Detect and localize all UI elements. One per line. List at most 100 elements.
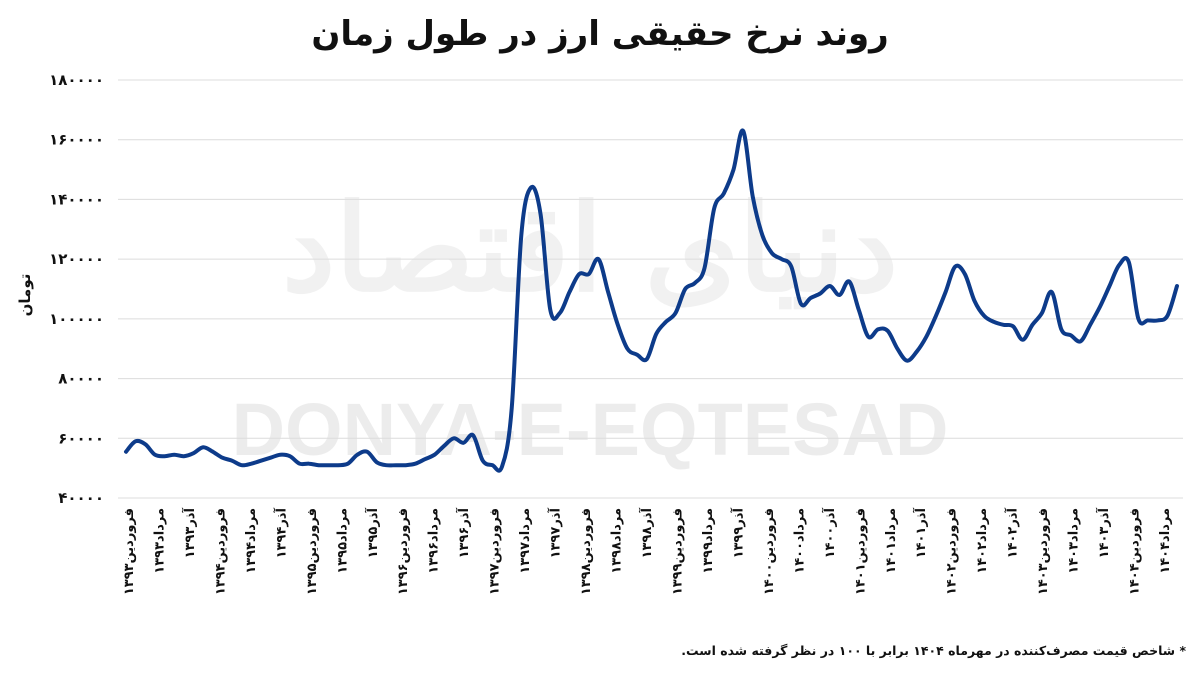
x-tick-label: فروردین۱۴۰۳ [1036,508,1051,595]
data-point [857,308,860,311]
data-point [558,311,561,314]
data-point [1050,291,1053,294]
data-point [1147,319,1150,322]
data-point [1127,261,1130,264]
x-tick-label: مرداد۱۳۹۸ [610,508,625,574]
x-tick-label: مرداد۱۳۹۳ [153,508,168,574]
data-point [501,465,504,468]
data-point [732,168,735,171]
data-point [742,129,745,132]
data-point [568,291,571,294]
data-point [125,450,128,453]
data-point [530,186,533,189]
data-point [906,359,909,362]
x-tick-label: مرداد۱۴۰۱ [884,508,899,574]
data-point [423,458,426,461]
data-point [385,464,388,467]
data-point [192,452,195,455]
data-point [703,267,706,270]
data-point [163,455,166,458]
data-point [1079,340,1082,343]
data-point [626,347,629,350]
y-axis-label: تومان [16,274,34,317]
x-tick-label: فروردین۱۳۹۵ [305,508,320,595]
data-point [308,462,311,465]
data-point [231,459,234,462]
data-point [1137,317,1140,320]
data-point [809,297,812,300]
data-point [713,207,716,210]
gridlines [118,79,1183,499]
data-point [510,407,513,410]
x-tick-label: مرداد۱۳۹۶ [427,508,442,574]
x-tick-label: فروردین۱۴۰۰ [762,508,777,595]
data-point [337,464,340,467]
data-point [886,329,889,332]
data-point [520,234,523,237]
x-tick-label: فروردین۱۳۹۴ [213,508,228,595]
data-point [414,462,417,465]
data-point [240,464,243,467]
watermark: دنیای اقتصاد DONYA-E-EQTESAD [232,178,949,471]
x-tick-label: آذر۱۳۹۷ [547,507,564,558]
data-point [1089,323,1092,326]
x-tick-label: مرداد۱۳۹۴ [244,508,259,574]
data-point [992,320,995,323]
data-point [327,464,330,467]
x-tick-label: فروردین۱۴۰۴ [1128,508,1143,595]
data-point [1166,314,1169,317]
y-tick-label: ۱۲۰۰۰۰ [49,250,104,268]
data-point [1156,319,1159,322]
data-point [279,453,282,456]
data-point [173,453,176,456]
data-point [549,308,552,311]
data-point [346,462,349,465]
data-point [153,453,156,456]
data-point [790,265,793,268]
x-tick-label: آذر۱۳۹۸ [638,507,655,558]
data-point [674,311,677,314]
x-tick-label: فروردین۱۳۹۳ [122,508,137,595]
data-point [915,350,918,353]
x-tick-label: فروردین۱۳۹۷ [488,508,503,595]
data-point [443,444,446,447]
data-point [607,291,610,294]
data-point [182,455,185,458]
data-point [366,450,369,453]
data-point [452,437,455,440]
data-point [211,450,214,453]
data-point [925,335,928,338]
data-point [356,453,359,456]
y-tick-label: ۸۰۰۰۰ [58,370,104,388]
y-tick-label: ۴۰۰۰۰ [58,489,104,507]
data-point [819,292,822,295]
x-tick-label: مرداد۱۳۹۹ [701,508,716,574]
watermark-english: DONYA-E-EQTESAD [232,388,949,471]
data-point [578,273,581,276]
x-tick-label: فروردین۱۴۰۲ [945,508,960,595]
x-tick-label: مرداد۱۴۰۴ [1158,508,1173,574]
x-tick-label: مرداد۱۳۹۵ [335,508,350,574]
data-point [665,320,668,323]
data-point [693,282,696,285]
data-point [944,291,947,294]
y-tick-label: ۱۰۰۰۰۰ [49,310,104,328]
x-axis-ticks: فروردین۱۳۹۳ مرداد۱۳۹۳ آذر۱۳۹۳ فروردین۱۳۹۴ مر… [122,507,1173,595]
data-point [1176,285,1179,288]
data-point [1060,328,1063,331]
x-tick-label: آذر۱۴۰۱ [912,507,929,558]
data-point [645,358,648,361]
y-tick-label: ۱۸۰۰۰۰ [49,71,104,89]
x-tick-label: فروردین۱۳۹۶ [396,508,411,595]
data-point [597,258,600,261]
data-point [260,459,263,462]
data-point [1002,323,1005,326]
chart-title: روند نرخ حقیقی ارز در طول زمان [311,14,889,54]
data-point [973,299,976,302]
series-layer [124,128,1179,473]
data-point [771,252,774,255]
data-point [684,288,687,291]
data-point [1098,305,1101,308]
data-point [848,280,851,283]
